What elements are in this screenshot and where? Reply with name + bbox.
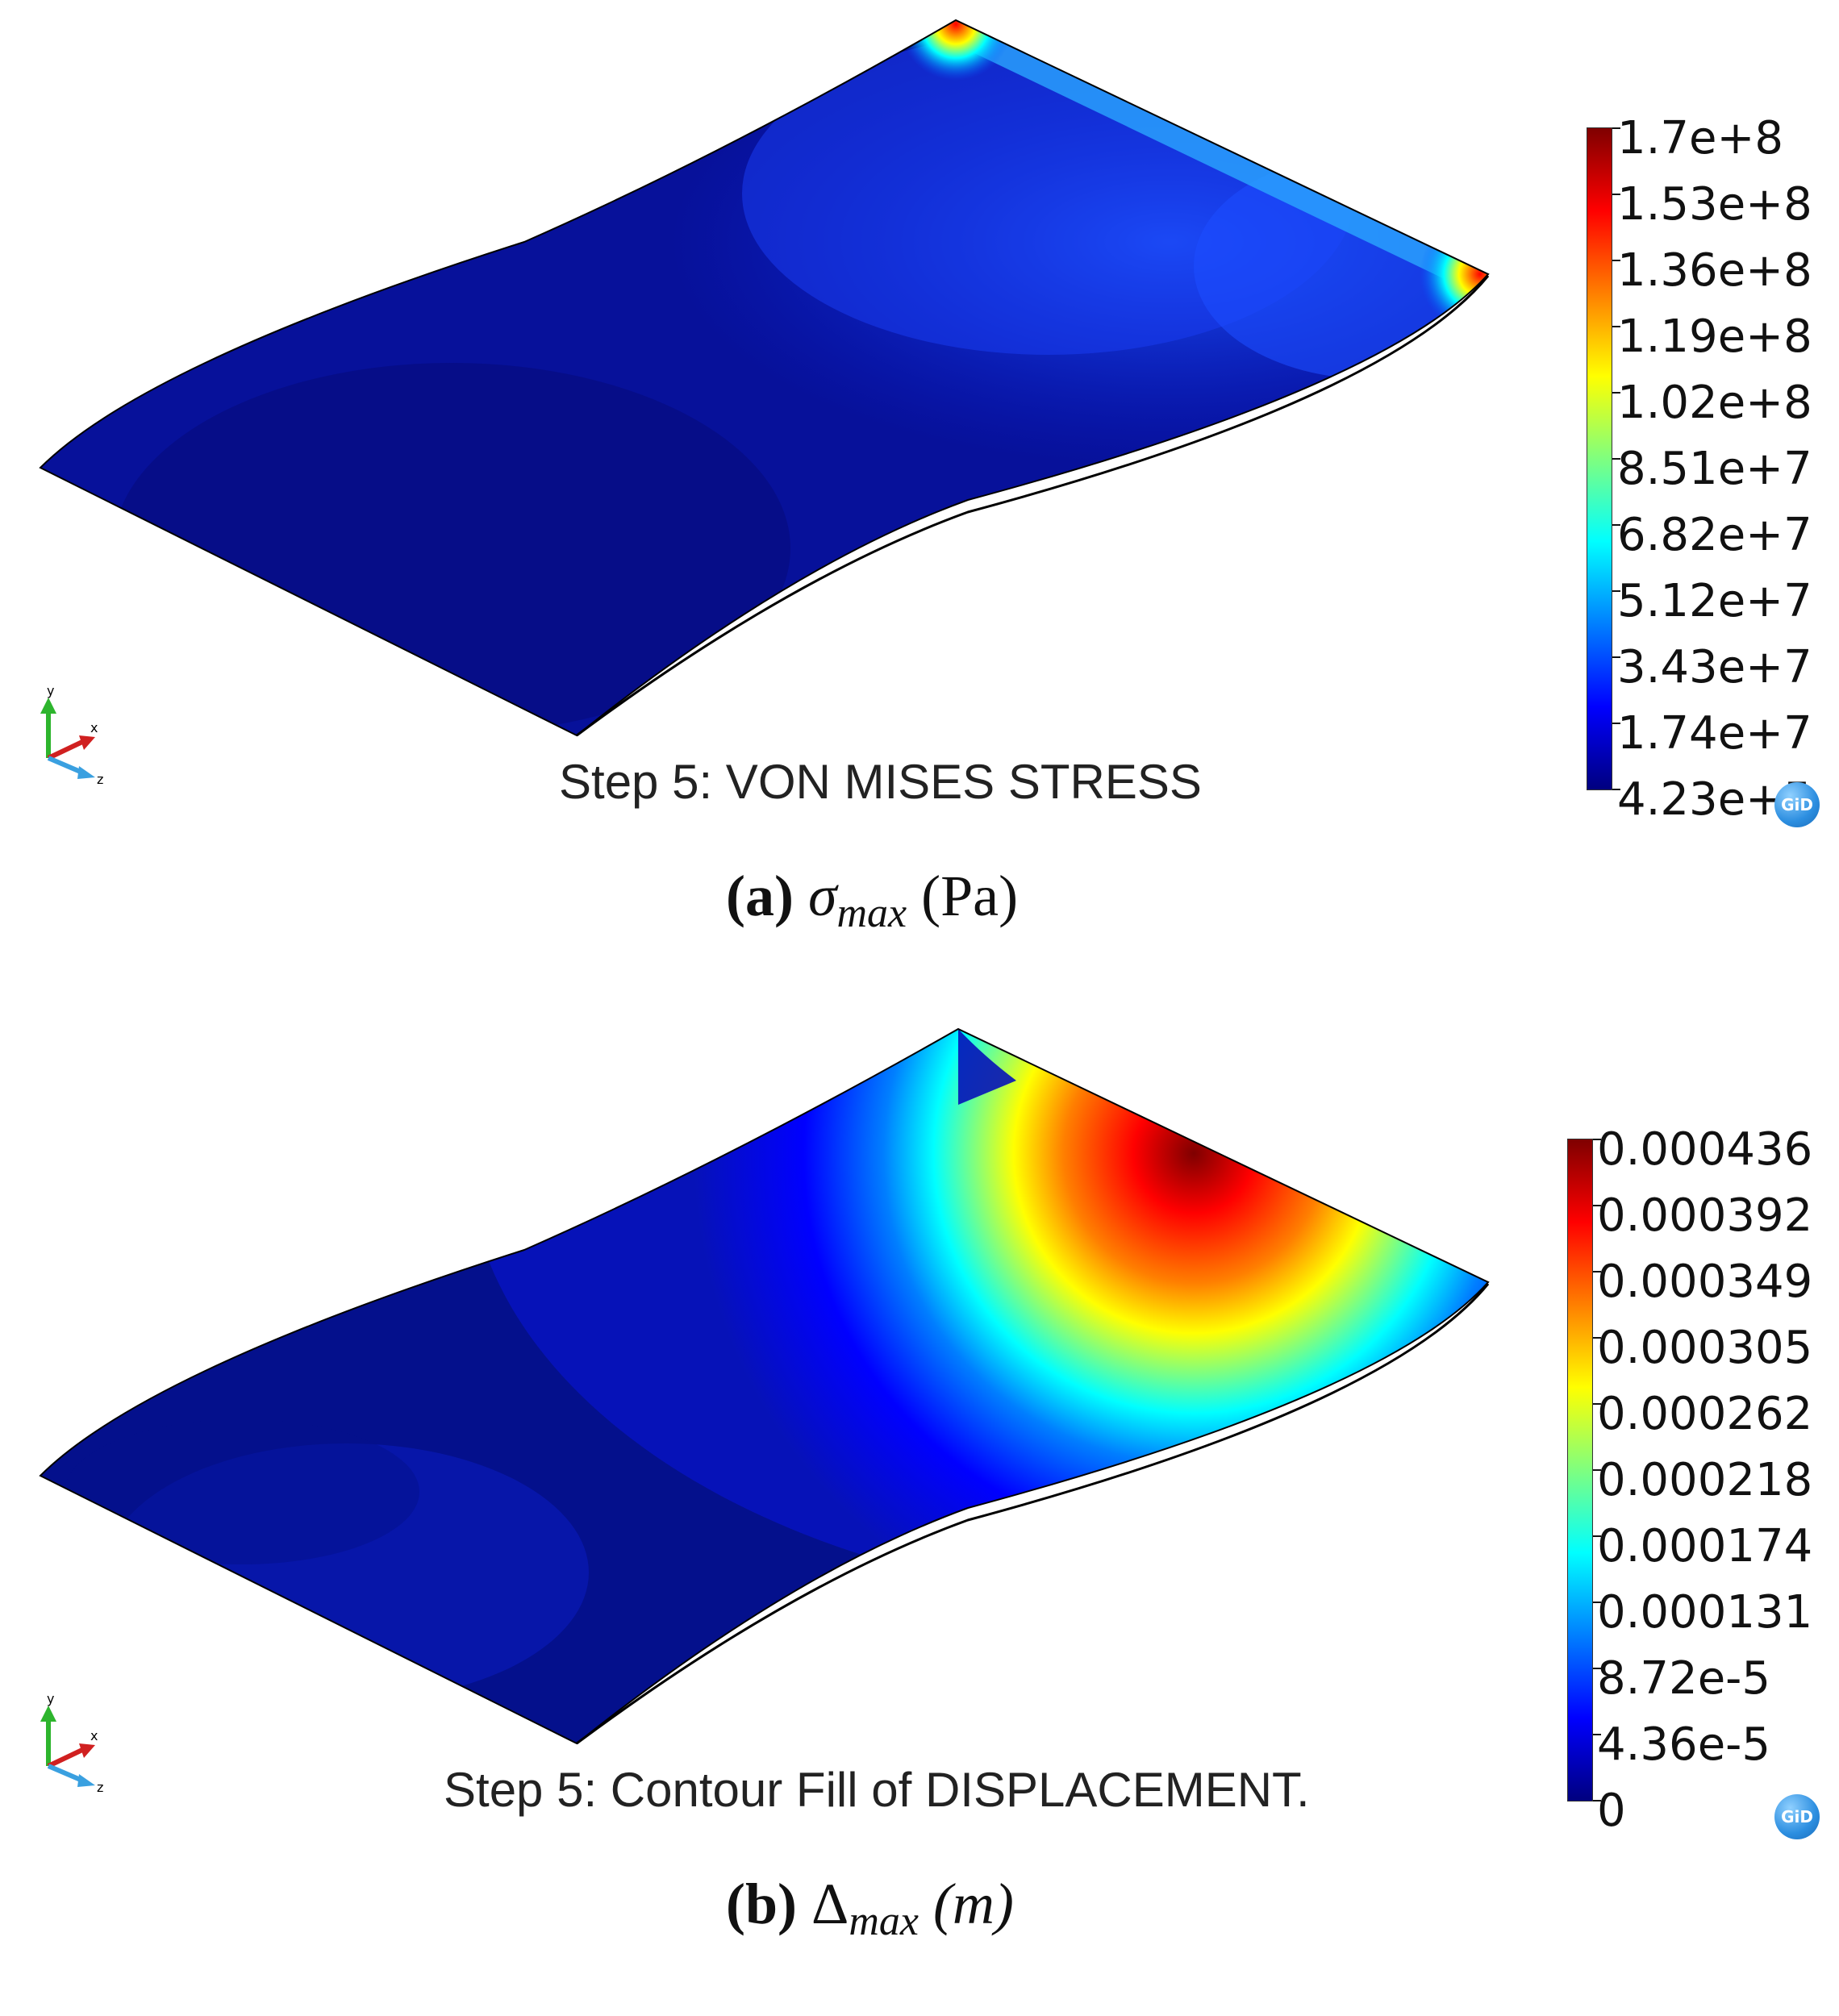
legend-label: 3.43e+7	[1617, 641, 1812, 694]
legend-label: 6.82e+7	[1617, 509, 1812, 561]
legend-tick	[1612, 789, 1620, 790]
legend-tick	[1612, 656, 1620, 658]
legend-tick	[1612, 392, 1620, 394]
legend-tick	[1593, 1205, 1601, 1206]
legend-label: 0	[1597, 1785, 1626, 1837]
z-axis-arrow	[47, 1764, 84, 1783]
legend-tick	[1593, 1535, 1601, 1537]
displacement-step-title: Step 5: Contour Fill of DISPLACEMENT.	[444, 1763, 1310, 1817]
displacement-surface	[40, 1029, 1488, 1743]
x-axis-arrow	[47, 1747, 84, 1768]
legend-tick	[1593, 1800, 1601, 1801]
legend-label: 4.36e-5	[1597, 1718, 1770, 1771]
legend-label: 1.02e+8	[1617, 377, 1812, 429]
gid-logo: GiD	[1774, 782, 1820, 827]
legend-tick	[1593, 1271, 1601, 1272]
legend-label: 1.19e+8	[1617, 310, 1812, 363]
legend-label: 0.000218	[1597, 1454, 1813, 1506]
z-axis-label: z	[97, 1780, 103, 1795]
legend-tick	[1612, 260, 1620, 261]
axes-triad: y x z	[40, 1693, 103, 1795]
caption-letter: (a)	[726, 864, 794, 928]
displacement-color-legend-bar	[1567, 1139, 1593, 1801]
legend-label: 0.000262	[1597, 1388, 1813, 1440]
caption-subscript: max	[849, 1898, 919, 1944]
legend-label: 5.12e+7	[1617, 575, 1812, 627]
displacement-caption: (b) Δmax (m)	[726, 1871, 1014, 1945]
stress-panel: y x z Step 5: VON MISES STRESS 1.7e+8 1.5…	[39, 19, 1820, 937]
stress-caption: (a) σmax (Pa)	[726, 863, 1018, 937]
displacement-panel: y x z Step 5: Contour Fill of DISPLACEME…	[0, 1008, 1839, 2016]
legend-label: 8.72e-5	[1597, 1652, 1770, 1705]
caption-letter: (b)	[726, 1872, 797, 1936]
legend-label: 1.74e+7	[1617, 707, 1812, 760]
legend-tick	[1593, 1139, 1601, 1140]
x-axis-arrow	[47, 739, 84, 760]
legend-tick	[1612, 194, 1620, 195]
legend-label: 8.51e+7	[1617, 443, 1812, 495]
legend-tick	[1612, 458, 1620, 460]
z-axis-arrow	[47, 756, 84, 775]
x-axis-label: x	[90, 1728, 98, 1743]
caption-unit: (m)	[932, 1872, 1014, 1936]
y-axis-label: y	[47, 1693, 54, 1706]
gid-logo: GiD	[1774, 1794, 1820, 1839]
stress-step-title: Step 5: VON MISES STRESS	[559, 755, 1202, 809]
y-axis-label: y	[47, 685, 54, 698]
caption-symbol: Δ	[811, 1872, 849, 1936]
legend-tick	[1593, 1469, 1601, 1471]
caption-symbol: σ	[807, 864, 837, 928]
legend-label: 1.7e+8	[1617, 112, 1784, 165]
caption-unit: (Pa)	[921, 864, 1019, 928]
legend-tick	[1593, 1668, 1601, 1669]
z-axis-label: z	[97, 772, 103, 787]
legend-label: 0.000436	[1597, 1123, 1813, 1176]
legend-label: 0.000392	[1597, 1189, 1813, 1242]
legend-tick	[1593, 1734, 1601, 1735]
legend-tick	[1612, 127, 1620, 129]
legend-tick	[1612, 524, 1620, 526]
legend-label: 0.000174	[1597, 1520, 1813, 1572]
stress-contour-plot	[39, 19, 1490, 737]
legend-tick	[1593, 1403, 1601, 1405]
legend-label: 0.000131	[1597, 1586, 1813, 1639]
legend-label: 1.53e+8	[1617, 178, 1812, 231]
stress-color-legend-bar	[1587, 127, 1612, 790]
x-axis-label: x	[90, 720, 98, 735]
legend-label: 0.000349	[1597, 1256, 1813, 1308]
legend-tick	[1593, 1602, 1601, 1603]
legend-tick	[1593, 1337, 1601, 1339]
axes-triad: y x z	[40, 685, 103, 787]
stress-surface	[40, 20, 1488, 735]
legend-tick	[1612, 326, 1620, 327]
displacement-contour-plot	[39, 1027, 1490, 1745]
legend-tick	[1612, 590, 1620, 592]
legend-label: 1.36e+8	[1617, 244, 1812, 297]
caption-subscript: max	[836, 890, 907, 936]
legend-label: 0.000305	[1597, 1322, 1813, 1374]
legend-tick	[1612, 723, 1620, 724]
